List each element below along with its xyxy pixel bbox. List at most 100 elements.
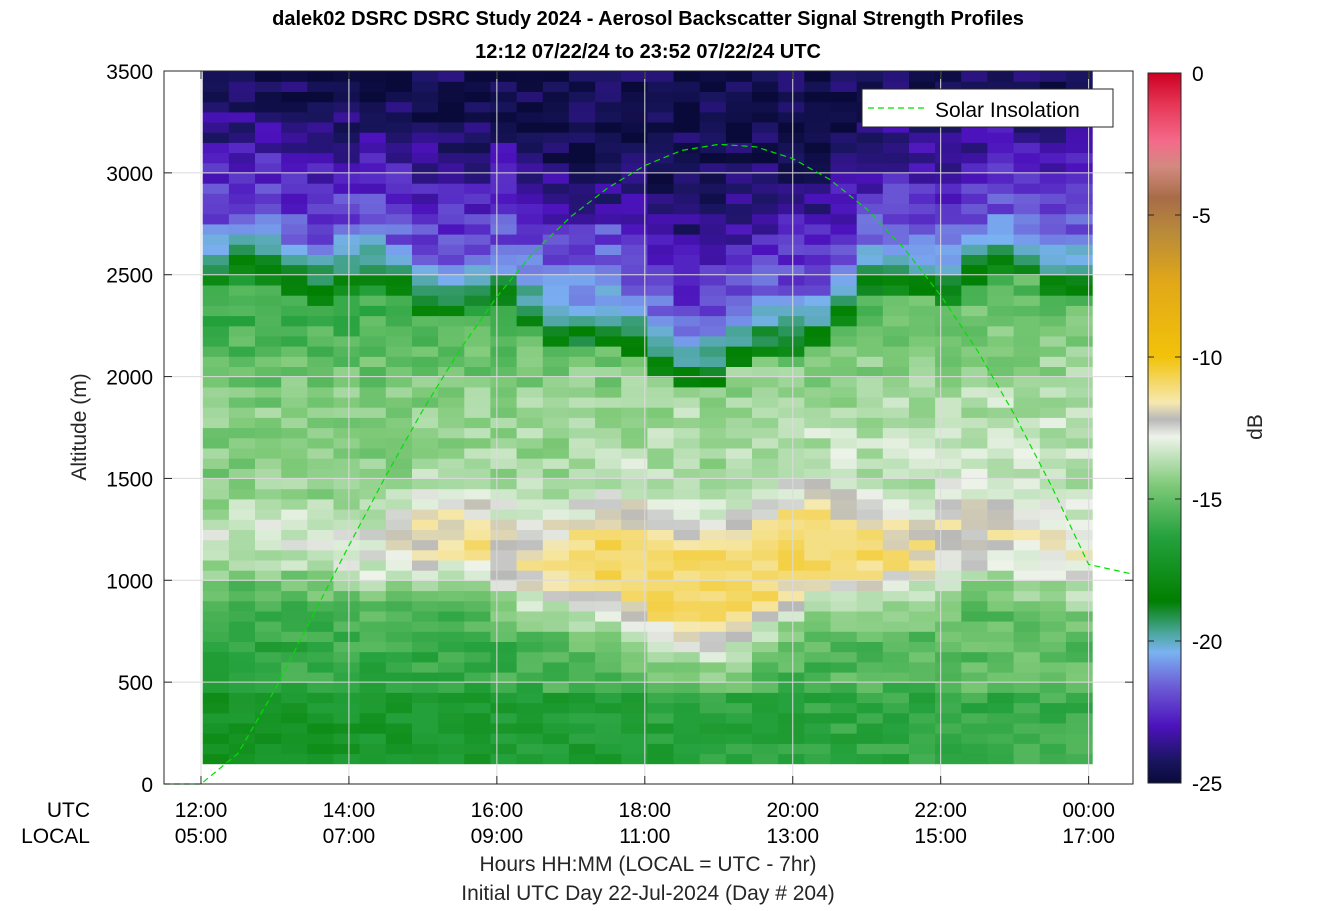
heatmap-cell xyxy=(385,305,413,317)
colorbar-tick-label: 0 xyxy=(1192,63,1204,86)
heatmap-cell xyxy=(490,234,518,245)
heatmap-cell xyxy=(1013,743,1041,755)
heatmap-cell xyxy=(464,661,492,673)
heatmap-cell xyxy=(647,437,675,449)
heatmap-cell xyxy=(778,549,805,561)
heatmap-cell xyxy=(621,81,648,92)
heatmap-cell xyxy=(804,335,832,347)
heatmap-cell xyxy=(673,234,701,245)
heatmap-cell xyxy=(909,132,936,143)
heatmap-cell xyxy=(385,580,413,592)
heatmap-cell xyxy=(516,661,544,673)
heatmap-cell xyxy=(255,712,282,724)
heatmap-cell xyxy=(909,559,936,571)
heatmap-cell xyxy=(228,559,256,571)
heatmap-cell xyxy=(568,121,596,133)
heatmap-cell xyxy=(804,234,832,245)
heatmap-cell xyxy=(1013,386,1041,398)
heatmap-cell xyxy=(1013,722,1041,734)
heatmap-cell xyxy=(542,407,570,418)
heatmap-cell xyxy=(412,203,439,215)
x-tick-label-utc: 16:00 xyxy=(471,799,524,822)
heatmap-cell xyxy=(490,101,518,113)
heatmap-cell xyxy=(1013,753,1041,765)
heatmap-cell xyxy=(281,264,308,276)
heatmap-cell xyxy=(202,427,230,439)
heatmap-cell xyxy=(359,610,387,622)
heatmap-cell xyxy=(1065,478,1093,490)
heatmap-cell xyxy=(935,651,962,663)
heatmap-cell xyxy=(281,305,308,317)
heatmap-cell xyxy=(1013,478,1041,490)
heatmap-cell xyxy=(464,712,492,724)
heatmap-cell xyxy=(1065,81,1093,92)
heatmap-cell xyxy=(752,661,779,673)
heatmap-cell xyxy=(621,580,648,592)
heatmap-cell xyxy=(1039,590,1067,602)
heatmap-cell xyxy=(385,702,413,714)
heatmap-cell xyxy=(542,559,570,571)
heatmap-cell xyxy=(752,142,779,154)
heatmap-cell xyxy=(228,295,256,306)
heatmap-cell xyxy=(516,672,544,683)
heatmap-cell xyxy=(412,743,439,755)
heatmap-cell xyxy=(438,529,465,541)
heatmap-cell xyxy=(228,631,256,642)
heatmap-cell xyxy=(333,580,361,592)
heatmap-cell xyxy=(647,519,675,530)
heatmap-cell xyxy=(725,610,753,622)
heatmap-cell xyxy=(464,366,492,378)
heatmap-cell xyxy=(385,651,413,663)
heatmap-cell xyxy=(935,162,962,174)
heatmap-cell xyxy=(647,590,675,602)
heatmap-cell xyxy=(359,641,387,653)
heatmap-cell xyxy=(830,509,858,520)
heatmap-cell xyxy=(1065,366,1093,378)
heatmap-cell xyxy=(307,600,335,612)
heatmap-cell xyxy=(1039,498,1067,510)
heatmap-cell xyxy=(359,172,387,184)
heatmap-cell xyxy=(516,335,544,347)
heatmap-cell xyxy=(647,203,675,215)
heatmap-cell xyxy=(516,162,544,174)
heatmap-cell xyxy=(804,376,832,388)
heatmap-cell xyxy=(673,407,701,418)
heatmap-cell xyxy=(281,417,308,429)
heatmap-cell xyxy=(961,621,989,632)
heatmap-cell xyxy=(202,641,230,653)
heatmap-cell xyxy=(1039,325,1067,337)
heatmap-cell xyxy=(909,519,936,530)
heatmap-cell xyxy=(568,743,596,755)
heatmap-cell xyxy=(882,305,910,317)
heatmap-cell xyxy=(882,71,910,82)
heatmap-cell xyxy=(804,325,832,337)
heatmap-cell xyxy=(647,427,675,439)
heatmap-cell xyxy=(725,121,753,133)
heatmap-cell xyxy=(542,264,570,276)
heatmap-cell xyxy=(228,274,256,286)
heatmap-cell xyxy=(699,580,727,592)
heatmap-cell xyxy=(830,661,858,673)
heatmap-cell xyxy=(464,254,492,266)
heatmap-cell xyxy=(202,509,230,520)
heatmap-cell xyxy=(647,672,675,683)
heatmap-cell xyxy=(647,722,675,734)
heatmap-cell xyxy=(595,610,622,622)
heatmap-cell xyxy=(647,284,675,296)
heatmap-cell xyxy=(673,559,701,571)
heatmap-cell xyxy=(568,244,596,255)
heatmap-cell xyxy=(490,682,518,693)
heatmap-cell xyxy=(804,488,832,500)
heatmap-cell xyxy=(412,295,439,306)
heatmap-cell xyxy=(725,682,753,693)
heatmap-cell xyxy=(673,672,701,683)
heatmap-cell xyxy=(307,142,335,154)
heatmap-cell xyxy=(464,346,492,357)
heatmap-cell xyxy=(542,580,570,592)
heatmap-cell xyxy=(909,641,936,653)
heatmap-cell xyxy=(385,335,413,347)
heatmap-cell xyxy=(202,396,230,408)
heatmap-cell xyxy=(412,549,439,561)
heatmap-cell xyxy=(595,539,622,551)
heatmap-cell xyxy=(568,407,596,418)
